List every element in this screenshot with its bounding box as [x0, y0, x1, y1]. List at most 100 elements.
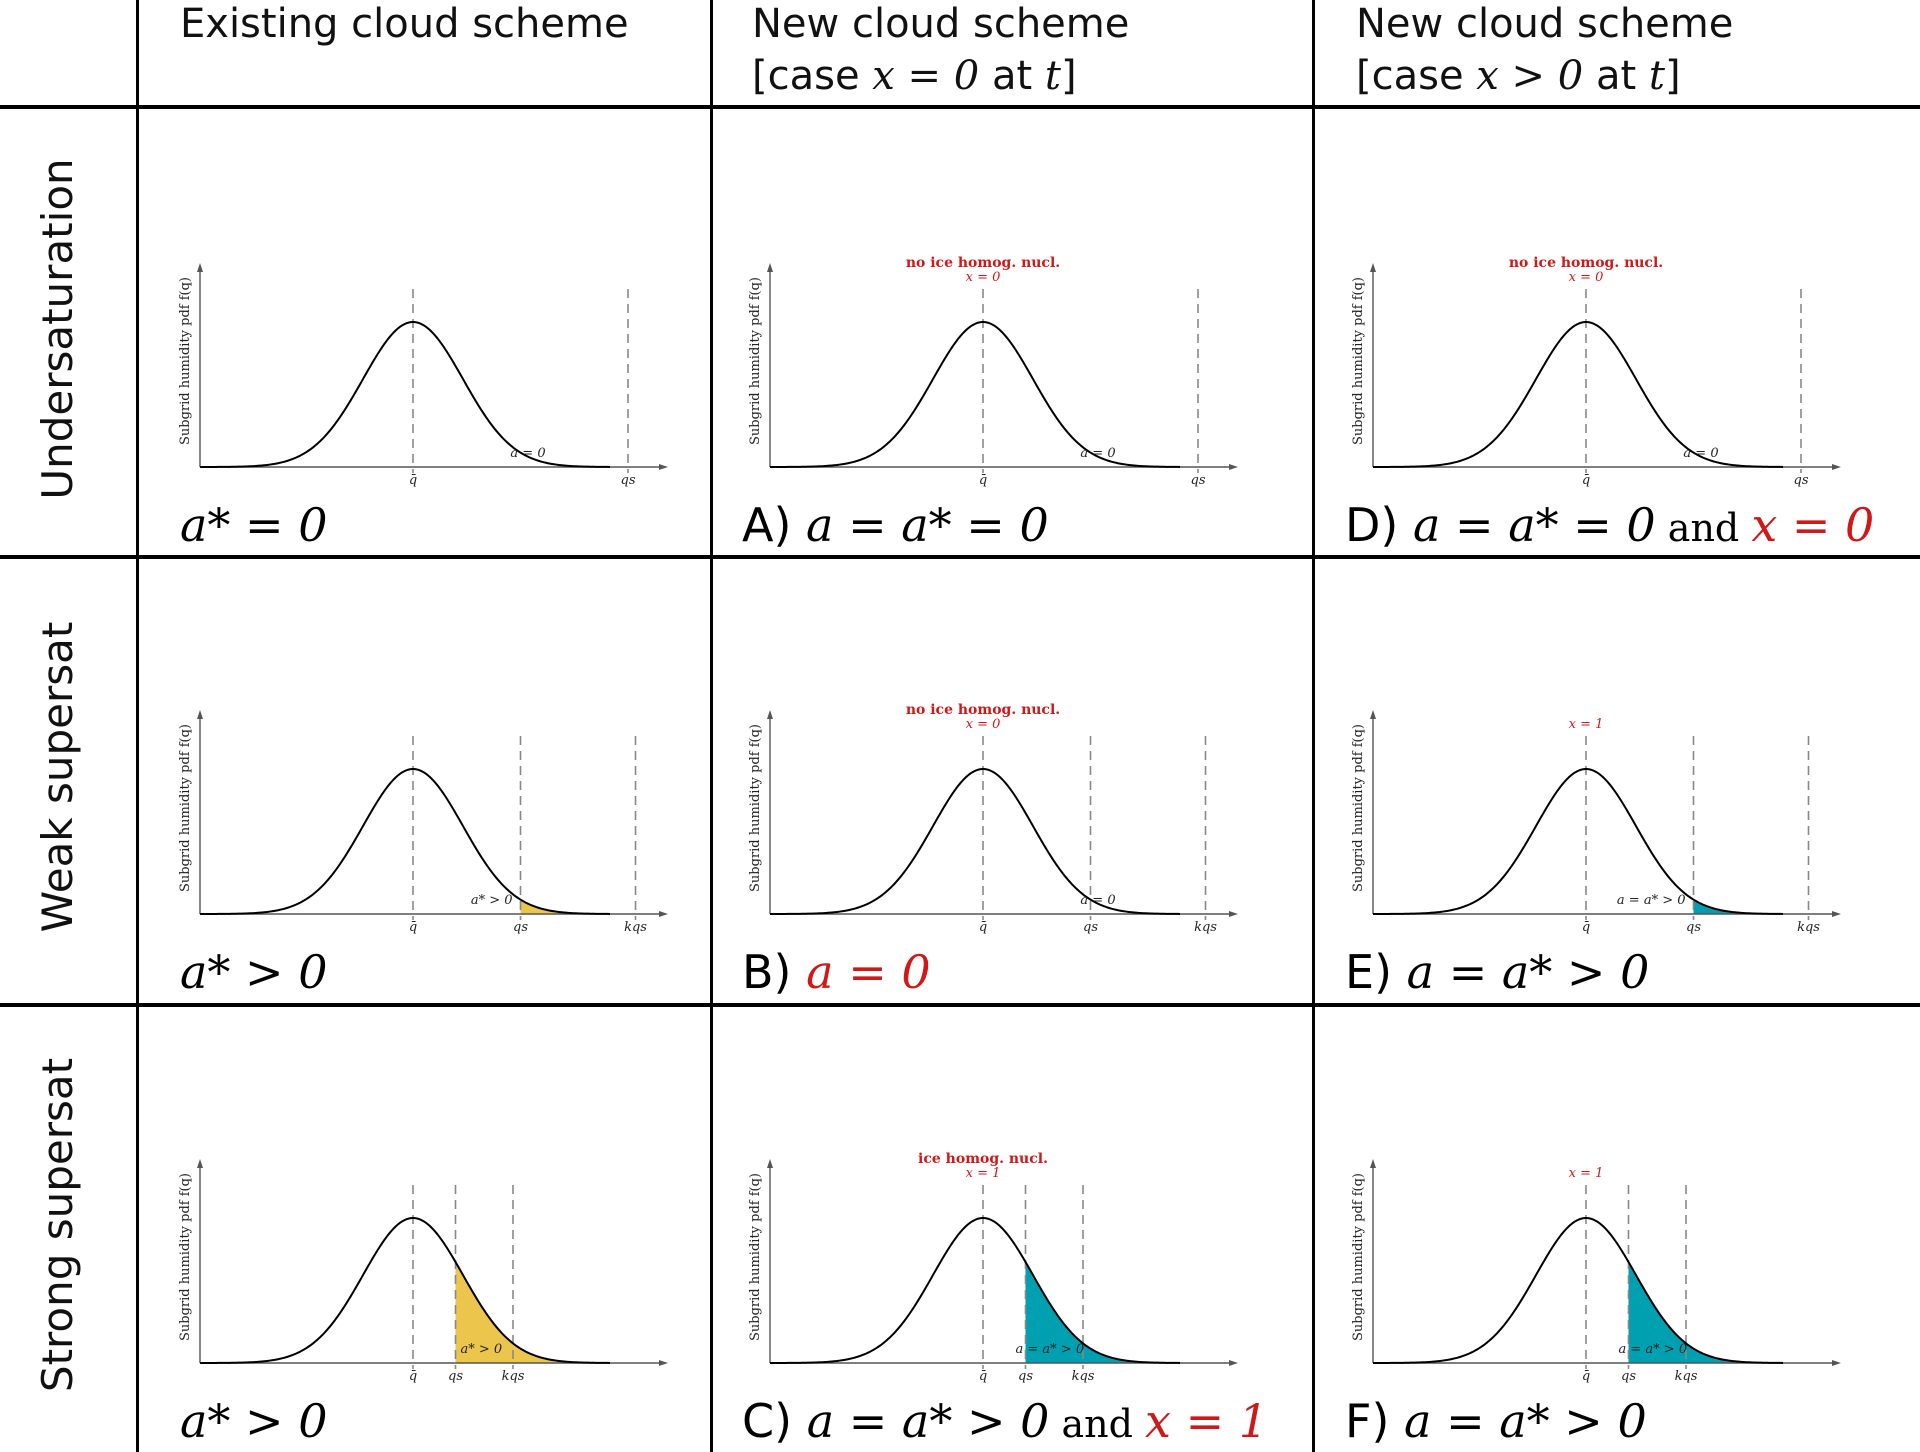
tick-label-qbar: q̄: [1582, 1369, 1590, 1384]
y-axis-label: Subgrid humidity pdf f(q): [1351, 277, 1366, 445]
row-divider-1: [0, 555, 1920, 559]
pdf-curve: [200, 321, 611, 468]
y-axis-label: Subgrid humidity pdf f(q): [748, 1173, 763, 1341]
region-label: a = a* > 0: [1016, 1342, 1085, 1357]
x-value-annotation: x = 1: [1569, 717, 1604, 732]
pdf-curve: [1373, 768, 1784, 915]
x-value-annotation: x = 0: [966, 270, 1001, 285]
pdf-curve: [1373, 1217, 1784, 1364]
x-value-annotation: x = 0: [1569, 270, 1604, 285]
tick-label-qs: qs: [1686, 920, 1701, 935]
condition: a = a* > 0: [806, 1394, 1050, 1448]
column-header-case: [case x = 0 at t]: [752, 53, 1077, 99]
supersaturated-fill: [1628, 1261, 1783, 1363]
x-axis-arrow: [1832, 911, 1841, 917]
pdf-curve: [200, 1217, 611, 1364]
x-axis-arrow: [659, 464, 668, 470]
tick-label-qbar: q̄: [1582, 473, 1590, 488]
region-label: a = 0: [510, 446, 545, 461]
condition: a* = 0: [180, 498, 328, 552]
x-value-annotation: x = 0: [966, 717, 1001, 732]
panel-caption: B) a = 0: [742, 944, 931, 1000]
y-axis-label: Subgrid humidity pdf f(q): [178, 724, 193, 892]
panel-caption: A) a = a* = 0: [742, 497, 1049, 553]
y-axis-arrow: [1370, 263, 1376, 272]
condition: a = a* = 0: [1413, 498, 1656, 552]
y-axis-arrow: [767, 263, 773, 272]
y-axis-arrow: [1370, 1159, 1376, 1168]
nucleation-annotation: no ice homog. nucl.: [1509, 255, 1663, 271]
region-label: a* > 0: [471, 893, 513, 908]
nucleation-annotation: no ice homog. nucl.: [906, 702, 1060, 718]
header-divider: [0, 105, 1920, 109]
y-axis-label: Subgrid humidity pdf f(q): [178, 277, 193, 445]
col-divider-2: [1312, 0, 1315, 1452]
supersaturated-fill: [1025, 1261, 1180, 1363]
tick-label-kqs: kqs: [1797, 920, 1820, 935]
pdf-curve: [1373, 321, 1784, 468]
tick-label-qbar: q̄: [979, 920, 987, 935]
region-label: a = 0: [1080, 893, 1115, 908]
highlighted-condition: a = 0: [806, 945, 931, 999]
tick-label-qs: qs: [1083, 920, 1098, 935]
panel-caption: D) a = a* = 0 and x = 0: [1345, 497, 1874, 556]
conjunction: and: [1049, 1402, 1146, 1446]
x-axis-arrow: [1229, 464, 1238, 470]
tick-label-kqs: kqs: [502, 1369, 525, 1384]
condition: a = a* > 0: [1406, 945, 1650, 999]
row-header-divider: [136, 0, 139, 1452]
column-header-new-xpos: New cloud scheme [case x > 0 at t]: [1356, 0, 1733, 102]
nucleation-annotation: no ice homog. nucl.: [906, 255, 1060, 271]
y-axis-label: Subgrid humidity pdf f(q): [1351, 1173, 1366, 1341]
y-axis-arrow: [767, 1159, 773, 1168]
nucleation-annotation: ice homog. nucl.: [918, 1151, 1048, 1167]
condition: a = a* > 0: [1404, 1394, 1647, 1448]
y-axis-label: Subgrid humidity pdf f(q): [178, 1173, 193, 1341]
x-axis-arrow: [1832, 1360, 1841, 1366]
tick-label-qs: qs: [448, 1369, 463, 1384]
panel-caption: F) a = a* > 0: [1345, 1393, 1647, 1449]
x-value-annotation: x = 1: [1569, 1166, 1604, 1181]
tick-label-qbar: q̄: [979, 473, 987, 488]
x-axis-arrow: [659, 1360, 668, 1366]
panel-letter: C): [742, 1394, 807, 1448]
region-label: a = 0: [1683, 446, 1718, 461]
row-divider-2: [0, 1003, 1920, 1007]
x-value-annotation: x = 1: [966, 1166, 1001, 1181]
x-axis-arrow: [1229, 911, 1238, 917]
pdf-curve: [770, 321, 1181, 468]
tick-label-qbar: q̄: [1582, 920, 1590, 935]
panel-letter: E): [1345, 945, 1407, 999]
supersaturated-fill: [455, 1261, 610, 1363]
y-axis-arrow: [1370, 710, 1376, 719]
supersaturated-fill: [1693, 899, 1783, 914]
panel-letter: F): [1345, 1394, 1405, 1448]
tick-label-qbar: q̄: [979, 1369, 987, 1384]
y-axis-arrow: [197, 1159, 203, 1168]
tick-label-kqs: kqs: [624, 920, 647, 935]
tick-label-kqs: kqs: [1072, 1369, 1095, 1384]
column-header-title: New cloud scheme: [752, 1, 1130, 47]
pdf-curve: [770, 1217, 1181, 1364]
region-label: a = 0: [1080, 446, 1115, 461]
tick-label-qs: qs: [1191, 473, 1206, 488]
column-header-title: New cloud scheme: [1356, 1, 1734, 47]
panel-caption: a* > 0: [180, 944, 327, 1000]
column-header-case: [case x > 0 at t]: [1356, 53, 1681, 99]
condition: a* > 0: [180, 1394, 328, 1448]
tick-label-qs: qs: [1018, 1369, 1033, 1384]
region-label: a = a* > 0: [1617, 893, 1686, 908]
x-axis-arrow: [1229, 1360, 1238, 1366]
y-axis-arrow: [767, 710, 773, 719]
highlighted-condition: x = 1: [1145, 1394, 1269, 1448]
y-axis-label: Subgrid humidity pdf f(q): [1351, 724, 1366, 892]
tick-label-kqs: kqs: [1675, 1369, 1698, 1384]
col-divider-1: [710, 0, 713, 1452]
pdf-curve: [770, 768, 1181, 915]
panel-caption: E) a = a* > 0: [1345, 944, 1649, 1000]
panel-caption: C) a = a* > 0 and x = 1: [742, 1393, 1268, 1452]
region-label: a = a* > 0: [1619, 1342, 1688, 1357]
tick-label-qbar: q̄: [409, 1369, 417, 1384]
